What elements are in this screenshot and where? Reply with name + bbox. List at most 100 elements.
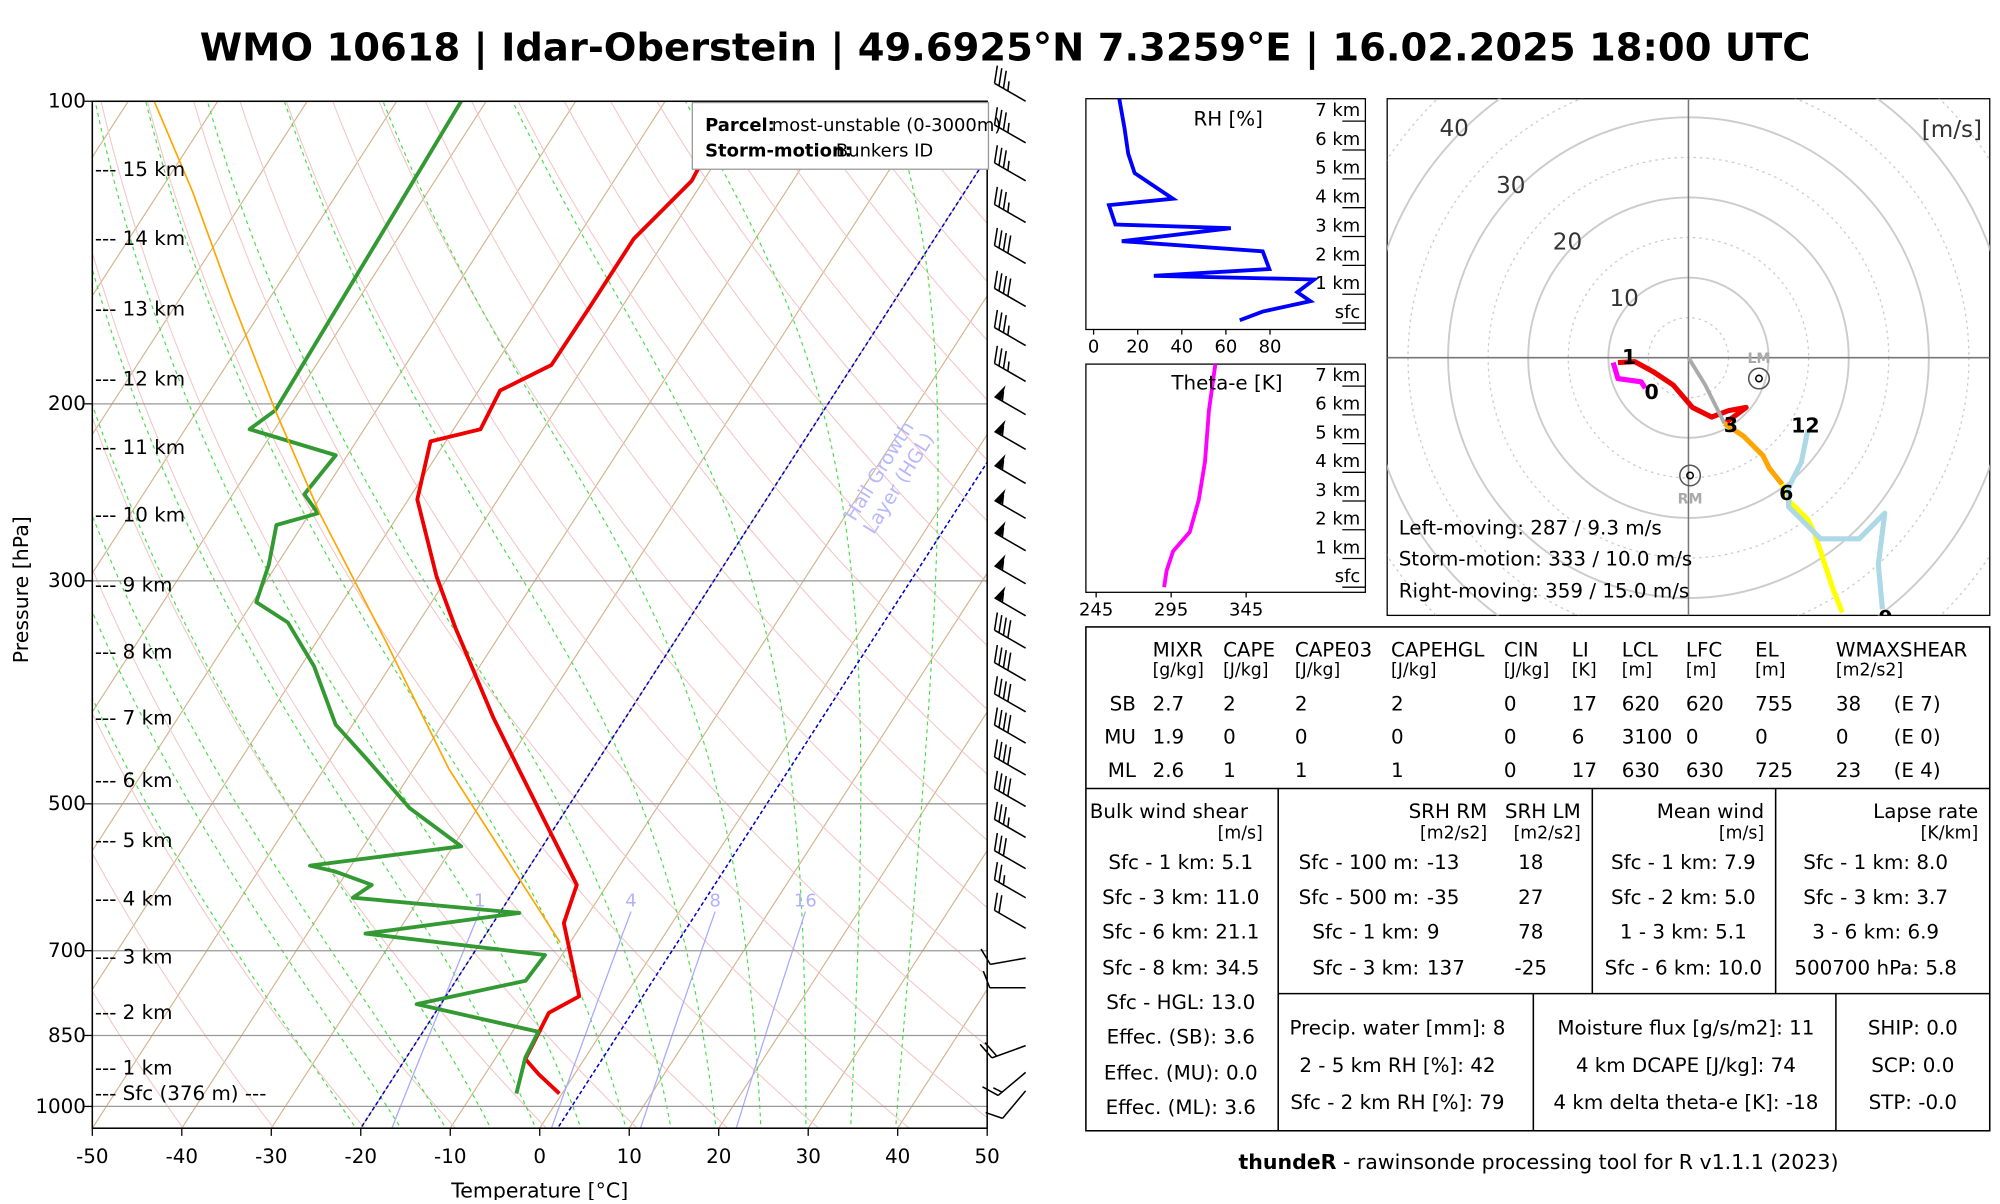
height-tick-label: sfc	[1335, 302, 1361, 323]
barb-flag	[994, 489, 1006, 505]
y-tick-label: 700	[48, 939, 86, 962]
temperature-profile-line	[415, 101, 736, 1095]
x-tick-label: 60	[1214, 337, 1237, 358]
param-value: 1	[1391, 759, 1404, 782]
storm-motion-marker-dot	[1755, 374, 1763, 383]
barb-half	[1007, 160, 1010, 171]
barb-full	[993, 644, 999, 663]
param-effective-layer: (E 0)	[1894, 726, 1941, 749]
dry-adiabat-line	[146, 101, 820, 1129]
barb-full	[993, 65, 999, 84]
param-value: 38	[1836, 692, 1861, 715]
moist-adiabat-line	[145, 101, 627, 1129]
moist-adiabat-line	[888, 101, 939, 1129]
storm-motion-marker-label: RM	[1678, 492, 1703, 508]
param-value: 755	[1755, 692, 1793, 715]
footer-bold: thundeR	[1238, 1150, 1336, 1174]
moisture-flux-row: Moisture flux [g/s/m2]: 11	[1557, 1017, 1814, 1040]
hodograph-height-label: 12	[1791, 414, 1820, 438]
param-unit: [J/kg]	[1295, 661, 1340, 681]
x-tick-label: -10	[434, 1145, 466, 1168]
param-unit: [m]	[1622, 661, 1652, 681]
param-header: LCL	[1622, 638, 1658, 661]
barb-full	[993, 309, 999, 328]
legend-storm-label: Storm-motion:	[705, 140, 852, 161]
height-tick-label: 2 km	[1315, 509, 1360, 530]
barb-full	[1002, 712, 1007, 731]
srh-lm-value: -25	[1515, 956, 1547, 979]
skewt-profiles: --- 15 km --- 14 km --- 13 km --- 12 km --- …	[95, 101, 736, 1105]
param-value: 2.6	[1153, 759, 1185, 782]
barb-half	[1001, 527, 1005, 538]
barb-full	[998, 614, 1003, 633]
barb-staff	[994, 597, 1027, 617]
y-tick-label: 1000	[35, 1095, 86, 1118]
skewt-axes: -50 -40 -30 -20 -10 0 10 20 30 40 50 100 200 300 500 70…	[35, 90, 999, 1168]
srh-row-label: Sfc - 1 km:	[1312, 920, 1419, 943]
barb-staff	[994, 909, 1027, 929]
barb-full	[993, 801, 999, 820]
height-tick-label: 3 km	[1315, 480, 1360, 501]
moisture-row: Precip. water [mm]: 8	[1289, 1017, 1505, 1040]
isotherm-line	[92, 101, 308, 436]
legend-box: Parcel: most-unstable (0-3000m) Storm-mo…	[691, 101, 1001, 170]
param-value: 2	[1223, 692, 1236, 715]
barb-full	[985, 1111, 1003, 1120]
srh-lm-title: SRH LM	[1505, 800, 1581, 823]
height-tick-label: 5 km	[1315, 422, 1360, 443]
x-tick-label: 50	[975, 1145, 1000, 1168]
param-value: 0	[1504, 726, 1517, 749]
parcel-profile-line	[153, 101, 561, 944]
barb-full	[998, 741, 1003, 760]
param-unit: [m]	[1686, 661, 1716, 681]
lapse-rate-row: Sfc - 3 km: 3.7	[1803, 886, 1948, 909]
bulk-shear-row: Sfc - HGL: 13.0	[1106, 991, 1255, 1014]
barb-full	[998, 709, 1003, 728]
param-value: 630	[1622, 759, 1660, 782]
barb-staff	[994, 287, 1027, 308]
isotherm-line	[181, 101, 845, 1129]
bulk-shear-row: Effec. (MU): 0.0	[1104, 1061, 1258, 1084]
rh-title: RH [%]	[1193, 108, 1262, 131]
moist-adiabat-line	[92, 610, 402, 1129]
wind-barb	[985, 1090, 1027, 1120]
param-value: 0	[1504, 692, 1517, 715]
moist-adiabat-line	[92, 514, 447, 1129]
isotherm-line	[449, 294, 988, 1129]
param-value: 3100	[1622, 726, 1673, 749]
hodograph-panel: 10 20 30 40 LM RM 10 3 6 12 9 [m/s] Left-moving: 2…	[1386, 98, 1991, 617]
barb-half	[1001, 460, 1005, 471]
skewt-frame	[91, 100, 988, 1129]
barb-staff	[994, 162, 1027, 182]
param-value: 0	[1391, 726, 1404, 749]
height-tick-label: 4 km	[1315, 187, 1360, 208]
barb-full	[980, 948, 991, 965]
moist-adiabat-line	[206, 101, 672, 1129]
bulk-shear-row: Sfc - 3 km: 11.0	[1102, 886, 1259, 909]
hodograph-trace	[1617, 359, 1749, 426]
barb-full	[998, 804, 1003, 823]
dry-adiabat-line	[470, 101, 988, 775]
barb-full	[1002, 232, 1007, 251]
srh-rm-unit: [m2/s2]	[1420, 823, 1487, 843]
bulk-shear-title: Bulk wind shear	[1090, 800, 1249, 823]
srh-rm-value: -13	[1427, 851, 1459, 874]
barb-full	[993, 862, 999, 880]
height-tick-label: sfc	[1335, 566, 1361, 587]
x-tick-label: 345	[1229, 599, 1263, 620]
moist-adiabat-line	[92, 403, 492, 1129]
barb-full	[993, 145, 999, 164]
dry-adiabat-line	[92, 250, 638, 1129]
barb-staff	[994, 395, 1027, 416]
barb-staff	[994, 244, 1027, 265]
wind-barb	[993, 801, 1027, 839]
height-label: --- 14 km	[95, 227, 185, 250]
height-label: --- 6 km	[95, 769, 173, 792]
height-label: --- 10 km	[95, 503, 185, 526]
dry-adiabat-line	[332, 101, 988, 977]
wind-barb	[993, 862, 1027, 899]
barb-full	[998, 773, 1003, 792]
barb-half	[1001, 391, 1005, 402]
barb-half	[1007, 202, 1010, 213]
